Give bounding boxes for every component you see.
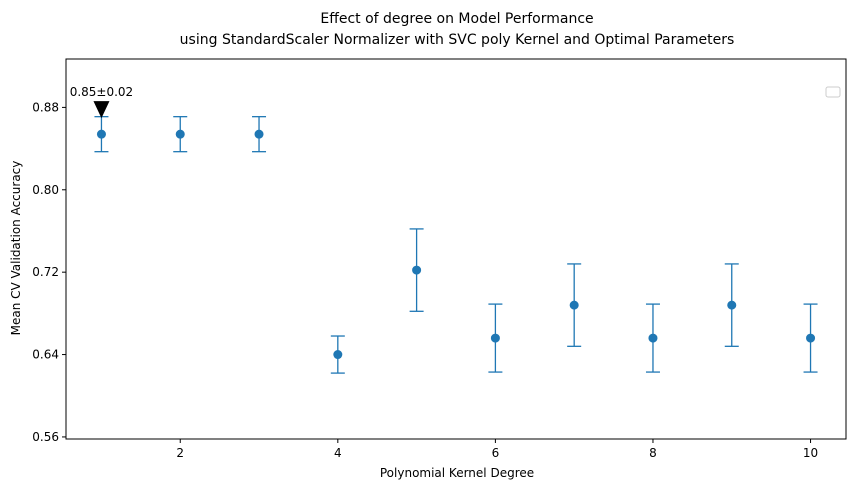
x-tick-label: 2 [176,446,184,460]
y-tick-label: 0.64 [32,348,59,362]
data-point [254,129,264,139]
data-point [648,333,658,343]
y-tick-label: 0.88 [32,100,59,114]
data-point [806,333,816,343]
data-point [490,333,500,343]
y-tick-label: 0.80 [32,183,59,197]
x-tick-label: 4 [334,446,342,460]
x-tick-label: 6 [492,446,500,460]
y-axis-ticks: 0.56 0.64 0.72 0.80 0.88 [32,100,66,444]
data-point [175,129,185,139]
legend-box [825,86,841,98]
chart-subtitle: using StandardScaler Normalizer with SVC… [180,32,735,48]
annotation: 0.85±0.02 [70,85,134,119]
x-axis-ticks: 2 4 6 8 10 [176,439,818,460]
data-point [569,300,579,310]
y-tick-label: 0.72 [32,265,59,279]
x-tick-label: 8 [649,446,657,460]
data-point [333,350,343,360]
y-axis-label: Mean CV Validation Accuracy [9,161,23,336]
annotation-marker [93,101,110,119]
chart-title: Effect of degree on Model Performance [320,11,593,27]
data-point [96,129,106,139]
plot-area [65,58,847,440]
x-axis-label: Polynomial Kernel Degree [380,466,534,480]
data-point [412,265,422,275]
annotation-label: 0.85±0.02 [70,85,134,99]
x-tick-label: 10 [803,446,818,460]
error-bar-series [94,116,818,374]
y-tick-label: 0.56 [32,430,59,444]
data-point [727,300,737,310]
